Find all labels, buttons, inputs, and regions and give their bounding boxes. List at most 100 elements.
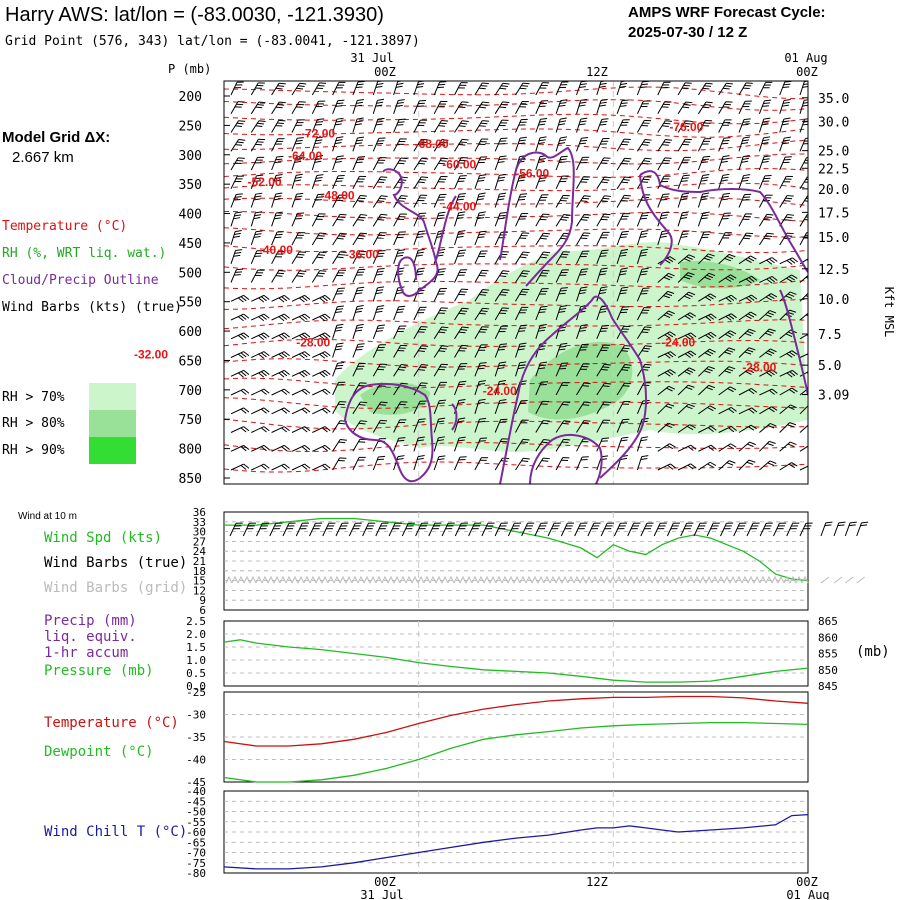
wind-barb — [535, 323, 547, 339]
isotherm-label: -28.00 — [742, 360, 776, 374]
wind-barb — [779, 422, 797, 433]
wind-barb — [393, 138, 407, 152]
wind-barb — [799, 443, 808, 452]
wind-barb — [555, 251, 570, 265]
wind-barb — [576, 117, 588, 133]
surface-wind-barb — [844, 521, 857, 537]
surface-wind-barb — [856, 521, 869, 537]
wind-barb — [698, 384, 716, 396]
wind-barb — [251, 444, 270, 452]
pressure-axis: 200 250 300 350 400 450 500 550 600 650 700 750 800 8… — [179, 90, 230, 487]
cloud-outline-contour — [639, 174, 673, 266]
wind-barb — [433, 363, 448, 377]
grid-wind-barb — [747, 575, 755, 584]
wind-barb — [494, 438, 509, 452]
wind-barb — [433, 345, 449, 358]
wind-barb — [799, 351, 808, 359]
legend-rh80-swatch — [89, 410, 136, 437]
wind-barb — [413, 267, 425, 283]
y-tick-label: -55 — [186, 816, 206, 829]
wind-barb — [352, 232, 368, 246]
wind-barbs-profile — [230, 81, 808, 471]
wind-barb — [616, 99, 629, 114]
wind-barb — [677, 272, 695, 283]
surface-wind-barb — [388, 522, 402, 537]
wind-barb — [718, 192, 730, 208]
wind-barb — [352, 420, 368, 433]
wind-barb — [636, 230, 649, 246]
wind-barb — [636, 81, 650, 96]
wind-barb — [677, 230, 690, 246]
wind-barb — [413, 418, 426, 433]
wind-barb — [698, 313, 717, 322]
surface-wind-barb — [773, 522, 787, 537]
grid-wind-barb — [579, 575, 587, 584]
wind-barb — [352, 343, 365, 358]
wind-barb — [271, 313, 290, 322]
y-tick-label: -45 — [186, 776, 206, 789]
wind-barb — [636, 138, 652, 152]
grid-wind-barb — [309, 575, 317, 584]
wind-barb — [454, 211, 466, 227]
grid-wind-barb — [675, 575, 683, 584]
wind-barb — [332, 174, 345, 189]
grid-wind-barb — [243, 575, 251, 584]
wind-barb — [677, 101, 693, 115]
wind-barb — [697, 101, 713, 115]
wind-barb — [677, 403, 695, 415]
wind-barb — [250, 120, 266, 133]
wind-barb — [718, 119, 732, 133]
pressure-label: Pressure (mb) — [44, 663, 154, 679]
grid-wind-barb — [573, 575, 581, 584]
wind-barb — [250, 192, 263, 208]
forecast-cycle-value: 2025-07-30 / 12 Z — [628, 24, 747, 41]
wind-barb — [230, 332, 250, 340]
wind-barb — [657, 272, 675, 283]
wind-barb — [271, 155, 284, 171]
wind-barb — [759, 369, 778, 377]
wind-barb — [718, 313, 737, 321]
grid-wind-barb — [291, 575, 299, 584]
wind-barb — [251, 369, 270, 378]
wind-barb — [799, 98, 808, 114]
surface-wind-barb — [733, 522, 747, 537]
height-tick-label: 30.0 — [818, 115, 849, 130]
wind-barb — [576, 268, 589, 283]
isotherm-label: -44.00 — [442, 199, 476, 213]
wind-barb — [230, 369, 250, 378]
model-grid-label: Model Grid ΔX: — [2, 129, 110, 146]
pressure-tick-label: 800 — [179, 443, 202, 458]
wind-barb — [596, 231, 610, 246]
grid-wind-barb — [345, 575, 353, 584]
wind-barb — [758, 136, 771, 152]
grid-wind-barb — [327, 575, 335, 584]
wind-barb — [352, 362, 366, 377]
wind-barb — [758, 232, 774, 246]
grid-wind-barb — [261, 575, 269, 584]
grid-wind-barb — [225, 575, 233, 584]
wind-barb — [799, 310, 808, 321]
wind-barb — [454, 344, 469, 358]
wind-barb — [677, 192, 690, 208]
wind-barb — [311, 270, 327, 283]
wind-barb — [636, 176, 652, 190]
grid-wind-barb — [363, 575, 371, 584]
wind-barb — [555, 362, 569, 377]
wind-barb — [738, 388, 758, 396]
grid-wind-barb — [237, 575, 245, 584]
wind-barb — [515, 324, 528, 339]
height-axis-title: Kft MSL — [882, 287, 896, 338]
grid-wind-barb — [729, 575, 737, 584]
isotherm-line — [224, 280, 808, 290]
wind-barb — [332, 232, 347, 246]
grid-wind-barb — [603, 575, 611, 584]
wind-barb — [636, 100, 651, 115]
wind-barb — [596, 324, 609, 339]
wind-barb — [636, 455, 649, 471]
wind-barb — [230, 157, 245, 171]
grid-wind-barb — [447, 575, 455, 584]
wind-barb — [393, 455, 405, 471]
surface-wind-barb — [348, 522, 362, 537]
surface-wind-barb — [229, 522, 243, 537]
